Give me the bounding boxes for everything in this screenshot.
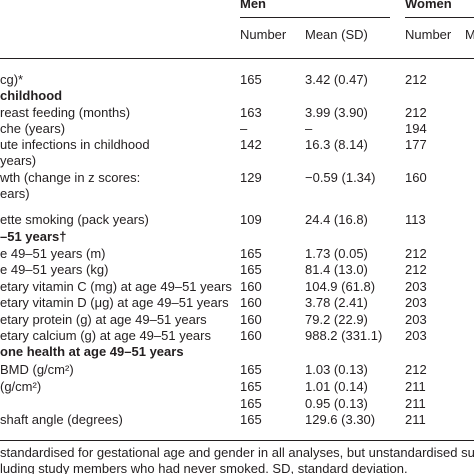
cell: 165 xyxy=(240,412,262,427)
cell: 165 xyxy=(240,72,262,87)
cell: 203 xyxy=(405,312,427,327)
cell: 160 xyxy=(240,328,262,343)
cell: 160 xyxy=(405,170,427,185)
cell: 1.03 (0.13) xyxy=(305,362,368,377)
cell: – xyxy=(305,121,313,136)
cell: 203 xyxy=(405,295,427,310)
cell: 129 xyxy=(240,170,262,185)
column-header: Number xyxy=(405,27,452,42)
section-heading: childhood xyxy=(0,88,63,103)
cell: 1.73 (0.05) xyxy=(305,246,368,261)
row-label: reast feeding (months) xyxy=(0,105,131,120)
rule xyxy=(0,440,474,441)
footnote: luding study members who had never smoke… xyxy=(0,461,408,474)
footnote: standardised for gestational age and gen… xyxy=(0,445,474,460)
cell: 16.3 (8.14) xyxy=(305,137,368,152)
cell: −0.59 (1.34) xyxy=(305,170,376,185)
row-label: BMD (g/cm²) xyxy=(0,362,74,377)
row-label: etary calcium (g) at age 49–51 years xyxy=(0,328,211,343)
cell: 79.2 (22.9) xyxy=(305,312,368,327)
row-label: etary protein (g) at age 49–51 years xyxy=(0,312,207,327)
row-label: wth (change in z scores: xyxy=(0,170,141,185)
rule xyxy=(240,17,390,18)
row-label: shaft angle (degrees) xyxy=(0,412,123,427)
cell: 160 xyxy=(240,295,262,310)
cell: 211 xyxy=(405,379,426,394)
row-label: etary vitamin D (μg) at age 49–51 years xyxy=(0,295,229,310)
cell: 109 xyxy=(240,212,262,227)
cell: 212 xyxy=(405,105,427,120)
cell: 988.2 (331.1) xyxy=(305,328,383,343)
row-label: (g/cm²) xyxy=(0,379,42,394)
row-label: e 49–51 years (m) xyxy=(0,246,106,261)
column-header: Number xyxy=(240,27,287,42)
group-header: Women xyxy=(405,0,452,11)
row-label: years) xyxy=(0,153,37,168)
cell: 177 xyxy=(405,137,427,152)
row-label: e 49–51 years (kg) xyxy=(0,262,109,277)
cell: 104.9 (61.8) xyxy=(305,279,376,294)
rule xyxy=(0,58,474,59)
row-label: ette smoking (pack years) xyxy=(0,212,149,227)
cell: 160 xyxy=(240,279,262,294)
cell: 165 xyxy=(240,246,262,261)
cell: 160 xyxy=(240,312,262,327)
cell: 212 xyxy=(405,72,427,87)
cell: 211 xyxy=(405,412,426,427)
cell: 3.78 (2.41) xyxy=(305,295,368,310)
cell: 3.42 (0.47) xyxy=(305,72,368,87)
cell: – xyxy=(240,121,248,136)
rule xyxy=(405,17,474,18)
column-header: M xyxy=(465,27,474,42)
cell: 163 xyxy=(240,105,262,120)
cell: 0.95 (0.13) xyxy=(305,396,368,411)
row-label: ute infections in childhood xyxy=(0,137,150,152)
column-header: Mean (SD) xyxy=(305,27,368,42)
cell: 212 xyxy=(405,262,427,277)
cell: 1.01 (0.14) xyxy=(305,379,368,394)
cell: 24.4 (16.8) xyxy=(305,212,368,227)
cell: 142 xyxy=(240,137,262,152)
cell: 203 xyxy=(405,279,427,294)
cell: 165 xyxy=(240,396,262,411)
row-label: che (years) xyxy=(0,121,66,136)
cell: 165 xyxy=(240,379,262,394)
cell: 203 xyxy=(405,328,427,343)
row-label: cg)* xyxy=(0,72,24,87)
row-label: ears) xyxy=(0,186,30,201)
cell: 165 xyxy=(240,262,262,277)
cell: 212 xyxy=(405,362,427,377)
cell: 211 xyxy=(405,396,426,411)
group-header: Men xyxy=(240,0,266,11)
row-label: etary vitamin C (mg) at age 49–51 years xyxy=(0,279,232,294)
section-heading: –51 years† xyxy=(0,229,67,244)
cell: 3.99 (3.90) xyxy=(305,105,368,120)
cell: 212 xyxy=(405,246,427,261)
section-heading: one health at age 49–51 years xyxy=(0,344,184,359)
cell: 113 xyxy=(405,212,426,227)
cell: 81.4 (13.0) xyxy=(305,262,368,277)
cell: 194 xyxy=(405,121,427,136)
cell: 129.6 (3.30) xyxy=(305,412,376,427)
cell: 165 xyxy=(240,362,262,377)
